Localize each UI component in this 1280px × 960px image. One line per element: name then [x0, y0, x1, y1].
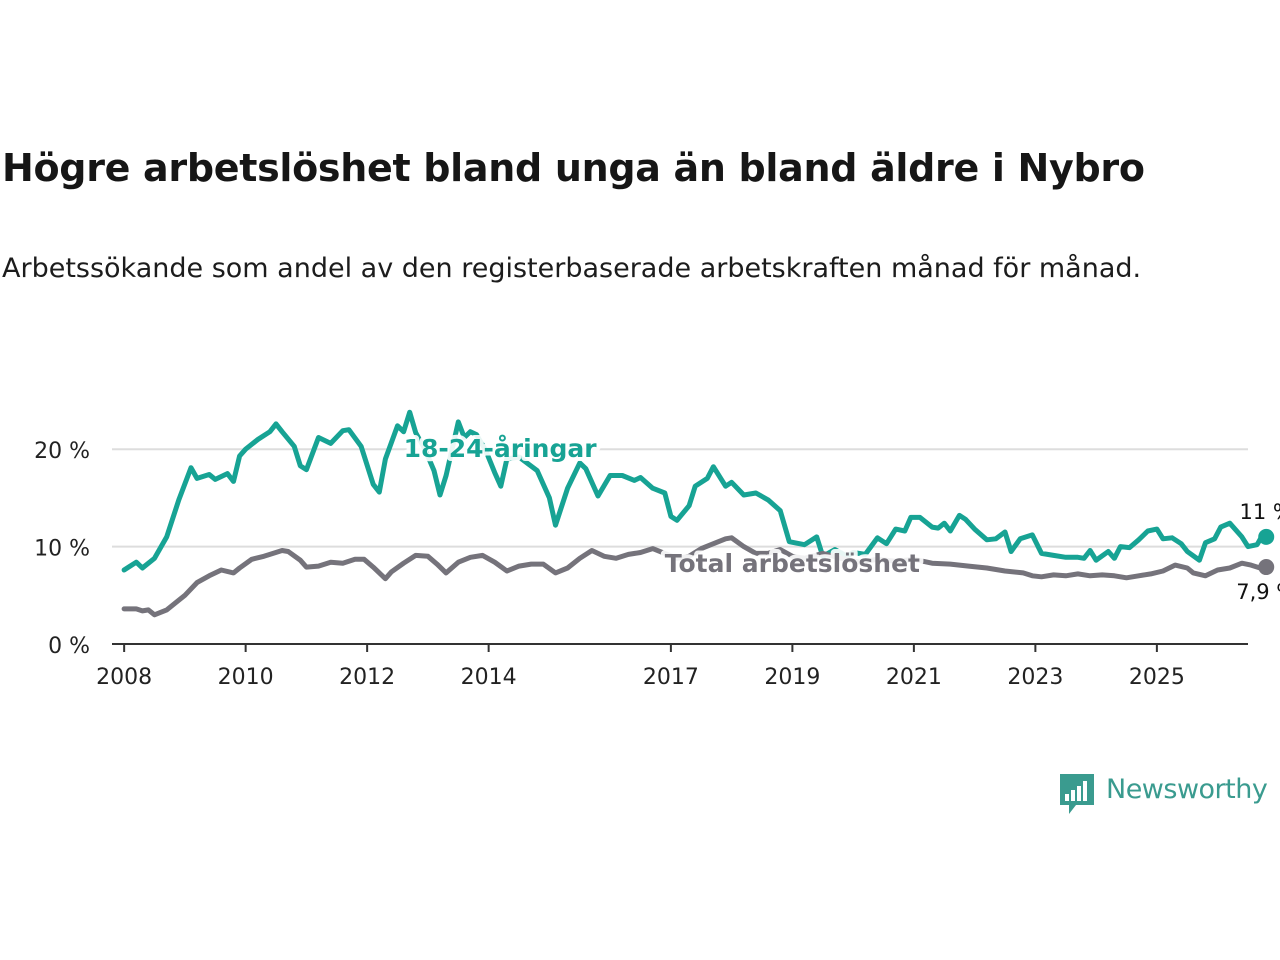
- y-tick-label: 10 %: [34, 537, 90, 562]
- y-tick-label: 0 %: [48, 634, 90, 659]
- youth-unemployment-series-label: 18-24-åringar: [404, 434, 598, 463]
- youth-unemployment-line: [121, 409, 1269, 573]
- youth-unemployment-label-halo: 18-24-åringar: [404, 434, 598, 463]
- total-unemployment-series-label: Total arbetslöshet: [665, 549, 920, 578]
- total-unemployment-line: [121, 535, 1269, 618]
- axis-ticks: 0 % 10 % 20 % 2008 2010 2012 2014 2017 2019 2021 2…: [34, 439, 1185, 690]
- youth-end-value-label: 11 %: [1240, 500, 1280, 524]
- y-tick-label: 20 %: [34, 439, 90, 464]
- newsworthy-logo[interactable]: Newsworthy: [1058, 772, 1280, 818]
- line-chart: 0 % 10 % 20 % 2008 2010 2012 2014 2017 2019 2021 2…: [34, 409, 1280, 690]
- chart-subtitle: Arbetssökande som andel av den registerb…: [2, 253, 1142, 284]
- x-tick-label: 2010: [218, 665, 274, 690]
- x-tick-label: 2019: [764, 665, 820, 690]
- brand-name: Newsworthy: [1106, 774, 1268, 805]
- total-unemployment-end-point: [1258, 559, 1275, 576]
- x-tick-label: 2023: [1007, 665, 1063, 690]
- series-lines: [121, 409, 1275, 618]
- x-tick-label: 2025: [1129, 665, 1185, 690]
- bar-chart-speech-bubble-icon: [1060, 774, 1094, 814]
- youth-unemployment-end-point: [1258, 528, 1275, 545]
- x-tick-label: 2008: [96, 665, 152, 690]
- x-tick-label: 2017: [643, 665, 699, 690]
- x-tick-label: 2012: [339, 665, 395, 690]
- x-tick-label: 2014: [461, 665, 517, 690]
- grid-lines: [112, 448, 1248, 645]
- total-end-value-label: 7,9 %: [1236, 580, 1280, 604]
- x-tick-label: 2021: [886, 665, 942, 690]
- chart-title: Högre arbetslöshet bland unga än bland ä…: [2, 146, 1145, 190]
- total-unemployment-label-halo: Total arbetslöshet: [665, 549, 920, 578]
